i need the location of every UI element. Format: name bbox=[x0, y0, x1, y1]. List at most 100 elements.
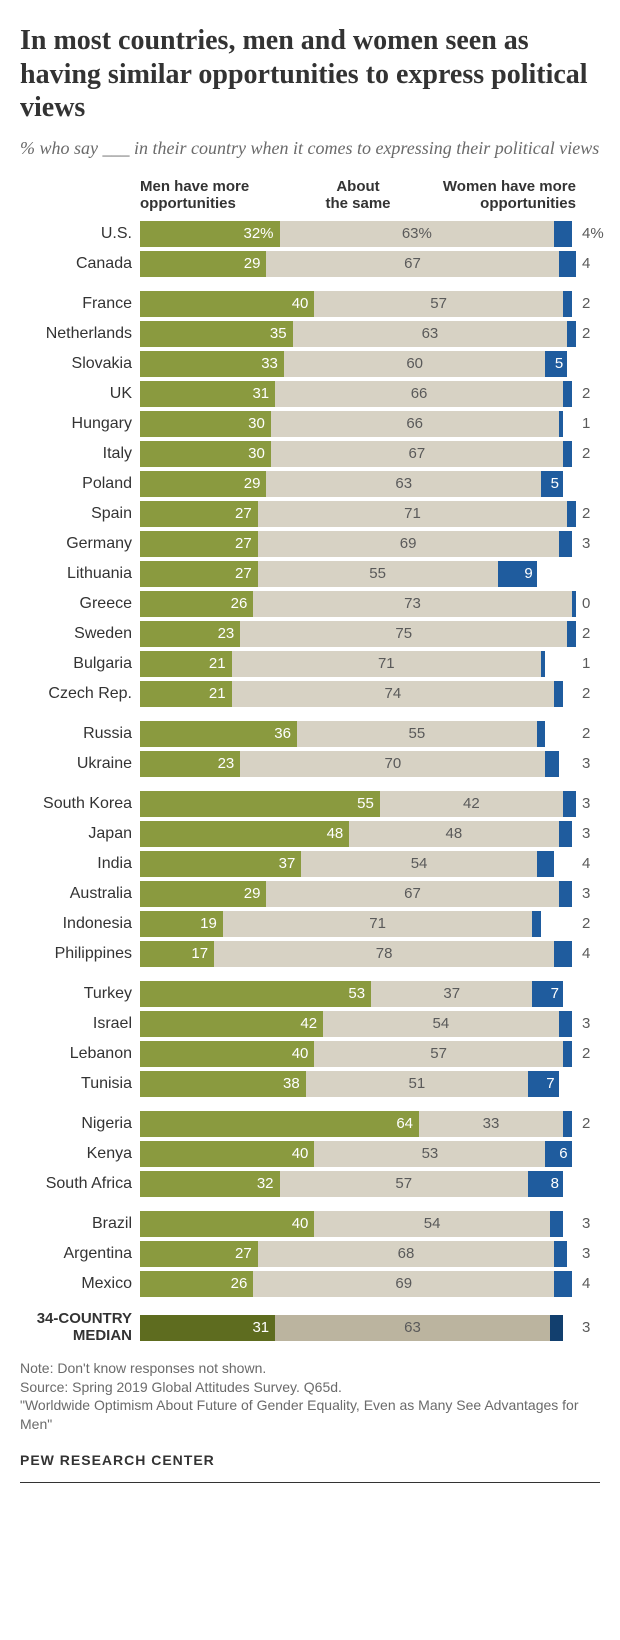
segment-men: 31 bbox=[140, 381, 275, 407]
bar-track: 3563 bbox=[140, 321, 576, 347]
header-men: Men have moreopportunities bbox=[140, 178, 249, 213]
segment-men: 26 bbox=[140, 591, 253, 617]
segment-men: 21 bbox=[140, 651, 232, 677]
bar-track: 2771 bbox=[140, 501, 576, 527]
bar-track: 3066 bbox=[140, 411, 576, 437]
segment-women bbox=[567, 321, 576, 347]
data-row: Tunisia38517 bbox=[20, 1071, 600, 1097]
bar-track: 32578 bbox=[140, 1171, 576, 1197]
bar-track: 2370 bbox=[140, 751, 576, 777]
data-row: Italy30672 bbox=[20, 441, 600, 467]
data-row: U.S.32%63%4% bbox=[20, 221, 600, 247]
segment-same: 51 bbox=[306, 1071, 528, 1097]
country-group: South Korea55423Japan48483India37544Aust… bbox=[20, 791, 600, 967]
country-label: Sweden bbox=[20, 625, 140, 643]
women-value-outside: 0 bbox=[576, 595, 600, 612]
country-label: Italy bbox=[20, 445, 140, 463]
segment-same: 42 bbox=[380, 791, 563, 817]
women-value-outside: 3 bbox=[576, 795, 600, 812]
women-value-outside: 4 bbox=[576, 855, 600, 872]
segment-women bbox=[537, 851, 554, 877]
country-label: Argentina bbox=[20, 1245, 140, 1263]
segment-men: 29 bbox=[140, 251, 266, 277]
country-group: U.S.32%63%4%Canada29674 bbox=[20, 221, 600, 277]
bar-track: 4254 bbox=[140, 1011, 576, 1037]
chart-title: In most countries, men and women seen as… bbox=[20, 24, 600, 125]
data-row: Australia29673 bbox=[20, 881, 600, 907]
country-group: Turkey53377Israel42543Lebanon40572Tunisi… bbox=[20, 981, 600, 1097]
segment-women bbox=[554, 681, 563, 707]
note-line: "Worldwide Optimism About Future of Gend… bbox=[20, 1396, 600, 1434]
bar-track: 6433 bbox=[140, 1111, 576, 1137]
segment-women: 9 bbox=[498, 561, 537, 587]
data-row: Brazil40543 bbox=[20, 1211, 600, 1237]
data-row: Russia36552 bbox=[20, 721, 600, 747]
segment-women bbox=[563, 1041, 572, 1067]
segment-men: 26 bbox=[140, 1271, 253, 1297]
header-women: Women have moreopportunities bbox=[443, 178, 576, 213]
segment-same: 33 bbox=[419, 1111, 563, 1137]
segment-women bbox=[559, 821, 572, 847]
women-value-outside: 2 bbox=[576, 505, 600, 522]
data-row: Lebanon40572 bbox=[20, 1041, 600, 1067]
segment-women: 7 bbox=[528, 1071, 559, 1097]
segment-men: 32% bbox=[140, 221, 280, 247]
data-row: Netherlands35632 bbox=[20, 321, 600, 347]
data-row: Czech Rep.21742 bbox=[20, 681, 600, 707]
segment-same: 71 bbox=[258, 501, 568, 527]
segment-same: 71 bbox=[232, 651, 542, 677]
country-label: Czech Rep. bbox=[20, 685, 140, 703]
country-group: Brazil40543Argentina27683Mexico26694 bbox=[20, 1211, 600, 1297]
bar-track: 2171 bbox=[140, 651, 576, 677]
country-label: Israel bbox=[20, 1015, 140, 1033]
segment-men: 23 bbox=[140, 621, 240, 647]
women-value-outside: 3 bbox=[576, 535, 600, 552]
women-value-outside: 4 bbox=[576, 1275, 600, 1292]
segment-same: 55 bbox=[258, 561, 498, 587]
segment-men: 38 bbox=[140, 1071, 306, 1097]
data-row: Bulgaria21711 bbox=[20, 651, 600, 677]
country-label: Poland bbox=[20, 475, 140, 493]
segment-men: 23 bbox=[140, 751, 240, 777]
country-label: Australia bbox=[20, 885, 140, 903]
note-line: Note: Don't know responses not shown. bbox=[20, 1359, 600, 1378]
segment-same: 69 bbox=[258, 531, 559, 557]
country-label: 34-COUNTRYMEDIAN bbox=[20, 1311, 140, 1344]
segment-women bbox=[559, 251, 576, 277]
segment-men: 27 bbox=[140, 1241, 258, 1267]
country-label: Russia bbox=[20, 725, 140, 743]
bar-track: 3067 bbox=[140, 441, 576, 467]
country-label: Slovakia bbox=[20, 355, 140, 373]
segment-men: 27 bbox=[140, 561, 258, 587]
segment-same: 68 bbox=[258, 1241, 554, 1267]
women-value-outside: 2 bbox=[576, 685, 600, 702]
bar-track: 2967 bbox=[140, 881, 576, 907]
segment-same: 67 bbox=[266, 881, 558, 907]
segment-women bbox=[567, 501, 576, 527]
segment-women: 7 bbox=[532, 981, 563, 1007]
women-value-outside: 3 bbox=[576, 1319, 600, 1336]
segment-men: 21 bbox=[140, 681, 232, 707]
bar-track: 3163 bbox=[140, 1315, 576, 1341]
data-row: Ukraine23703 bbox=[20, 751, 600, 777]
segment-same: 54 bbox=[323, 1011, 558, 1037]
segment-same: 66 bbox=[271, 411, 559, 437]
country-label: South Korea bbox=[20, 795, 140, 813]
segment-same: 75 bbox=[240, 621, 567, 647]
segment-women bbox=[559, 411, 563, 437]
column-headers: Men have moreopportunities Aboutthe same… bbox=[20, 178, 600, 213]
segment-women bbox=[554, 1241, 567, 1267]
segment-women bbox=[554, 941, 571, 967]
bar-track: 4848 bbox=[140, 821, 576, 847]
data-row: Greece26730 bbox=[20, 591, 600, 617]
women-value-outside: 1 bbox=[576, 415, 600, 432]
data-row: UK31662 bbox=[20, 381, 600, 407]
country-label: Netherlands bbox=[20, 325, 140, 343]
data-row: Japan48483 bbox=[20, 821, 600, 847]
data-row: Spain27712 bbox=[20, 501, 600, 527]
women-value-outside: 2 bbox=[576, 1115, 600, 1132]
data-row: Poland29635 bbox=[20, 471, 600, 497]
segment-men: 30 bbox=[140, 411, 271, 437]
country-group: Nigeria64332Kenya40536South Africa32578 bbox=[20, 1111, 600, 1197]
country-label: Philippines bbox=[20, 945, 140, 963]
